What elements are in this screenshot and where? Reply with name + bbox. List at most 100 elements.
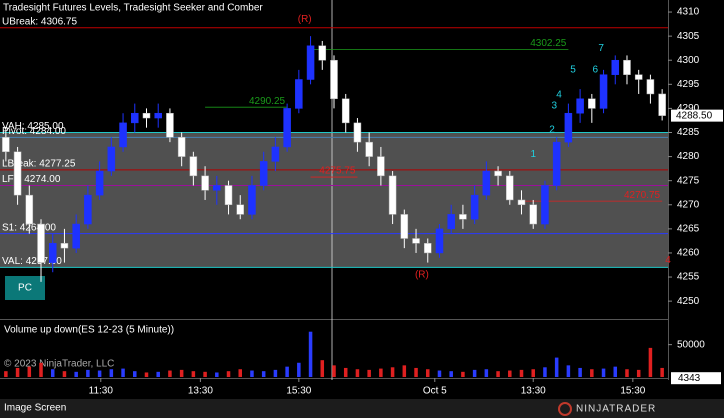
y-tick-label: 4275 [677, 175, 700, 186]
volume-bar [402, 365, 407, 377]
annotation: 5 [570, 65, 576, 76]
volume-bar [4, 371, 8, 377]
volume-bar [50, 369, 55, 377]
candle-body [611, 59, 620, 75]
footer-bar [0, 399, 724, 418]
candle-body [283, 108, 291, 148]
value-area [0, 132, 668, 268]
candle-body [517, 199, 526, 206]
y-tick-label: 4310 [677, 7, 700, 18]
candle-body [295, 79, 303, 109]
annotation: 1 [530, 149, 536, 160]
volume-bar [156, 371, 160, 377]
button-label[interactable]: PC [18, 283, 32, 294]
volume-bar [109, 369, 114, 377]
volume-bar [590, 369, 594, 377]
candle-body [341, 98, 350, 124]
candle-body [599, 74, 608, 109]
x-tick-label: 13:30 [188, 386, 213, 397]
volume-bar [215, 372, 219, 377]
candle-body [248, 185, 256, 215]
annotation: (R) [298, 14, 312, 25]
last-price-box [671, 109, 723, 122]
volume-bar [425, 369, 430, 377]
marker-label: 4302.25 [530, 38, 567, 49]
volume-bar [179, 369, 184, 377]
candle-body [2, 137, 10, 153]
volume-last-box [671, 372, 721, 385]
y-tick-label: 4260 [677, 248, 700, 259]
volume-bar [613, 366, 618, 377]
volume-bar [508, 370, 512, 377]
y-tick-label: 4285 [677, 127, 700, 138]
logo: NINJATRADER [576, 404, 656, 415]
candle-body [388, 175, 397, 215]
candle-body [588, 98, 596, 109]
candle-body [177, 137, 186, 157]
candle-body [494, 170, 502, 177]
candle-body [25, 194, 34, 225]
marker-label: 4290.25 [249, 96, 286, 107]
volume-bar [660, 367, 664, 377]
annotation: 2 [549, 125, 555, 136]
candle-body [529, 204, 537, 225]
candle-body [435, 228, 444, 254]
candle-body [189, 156, 198, 177]
volume-bar [238, 369, 243, 377]
volume-bar [273, 369, 278, 377]
footer-text: Image Screen [4, 403, 66, 414]
level-label: LBreak: 4277.25 [2, 158, 76, 169]
candle-body [470, 194, 479, 220]
candle-body [72, 223, 80, 249]
level-label: VAL: 4257.00 [2, 256, 62, 267]
last-price-label: 4288.50 [676, 110, 713, 121]
logo-icon [558, 402, 572, 416]
candle-body [236, 204, 245, 215]
candle-body [634, 74, 643, 80]
volume-bar [449, 371, 453, 377]
chart-title: Tradesight Futures Levels, Tradesight Se… [3, 3, 263, 14]
candle-body [506, 175, 514, 201]
volume-bar [461, 371, 465, 377]
candle-body [318, 45, 327, 61]
y-tick-label: 4265 [677, 224, 700, 235]
candle-body [259, 161, 268, 186]
candle-body [365, 141, 373, 157]
volume-bar [27, 366, 32, 377]
volume-bar [484, 369, 489, 377]
annotation: 7 [598, 43, 604, 54]
candle-body [482, 170, 491, 196]
candle-body [447, 214, 455, 230]
candle-body [552, 141, 561, 186]
volume-bar [62, 371, 67, 377]
volume-bar [168, 370, 172, 377]
candle-body [412, 238, 420, 244]
y-tick-label: 4300 [677, 55, 700, 66]
volume-bar [414, 367, 418, 377]
volume-bar [355, 369, 360, 377]
candle-body [658, 93, 666, 116]
x-tick-label: 11:30 [89, 386, 114, 397]
candle-body [224, 185, 233, 206]
volume-bar [226, 371, 231, 377]
annotation: 6 [593, 65, 599, 76]
candle-body [646, 79, 655, 95]
candle-body [330, 59, 338, 100]
volume-bar [308, 331, 313, 377]
pc-button[interactable]: PC [5, 276, 45, 300]
volume-bar [121, 368, 125, 377]
y-tick-label: 4290 [677, 103, 700, 114]
candle-body [154, 112, 162, 119]
x-tick-label: 15:30 [286, 386, 311, 397]
candle-body [400, 214, 409, 239]
volume-bar [367, 369, 371, 377]
volume-bar [648, 347, 653, 377]
volume-last-label: 4343 [678, 373, 701, 384]
candle-body [13, 151, 22, 196]
candle-body [423, 243, 432, 254]
button-bg[interactable] [5, 276, 45, 300]
volume-bar [297, 362, 301, 377]
candle-body [306, 45, 315, 80]
x-tick-label: 13:30 [521, 386, 546, 397]
volume-bar [144, 372, 149, 377]
